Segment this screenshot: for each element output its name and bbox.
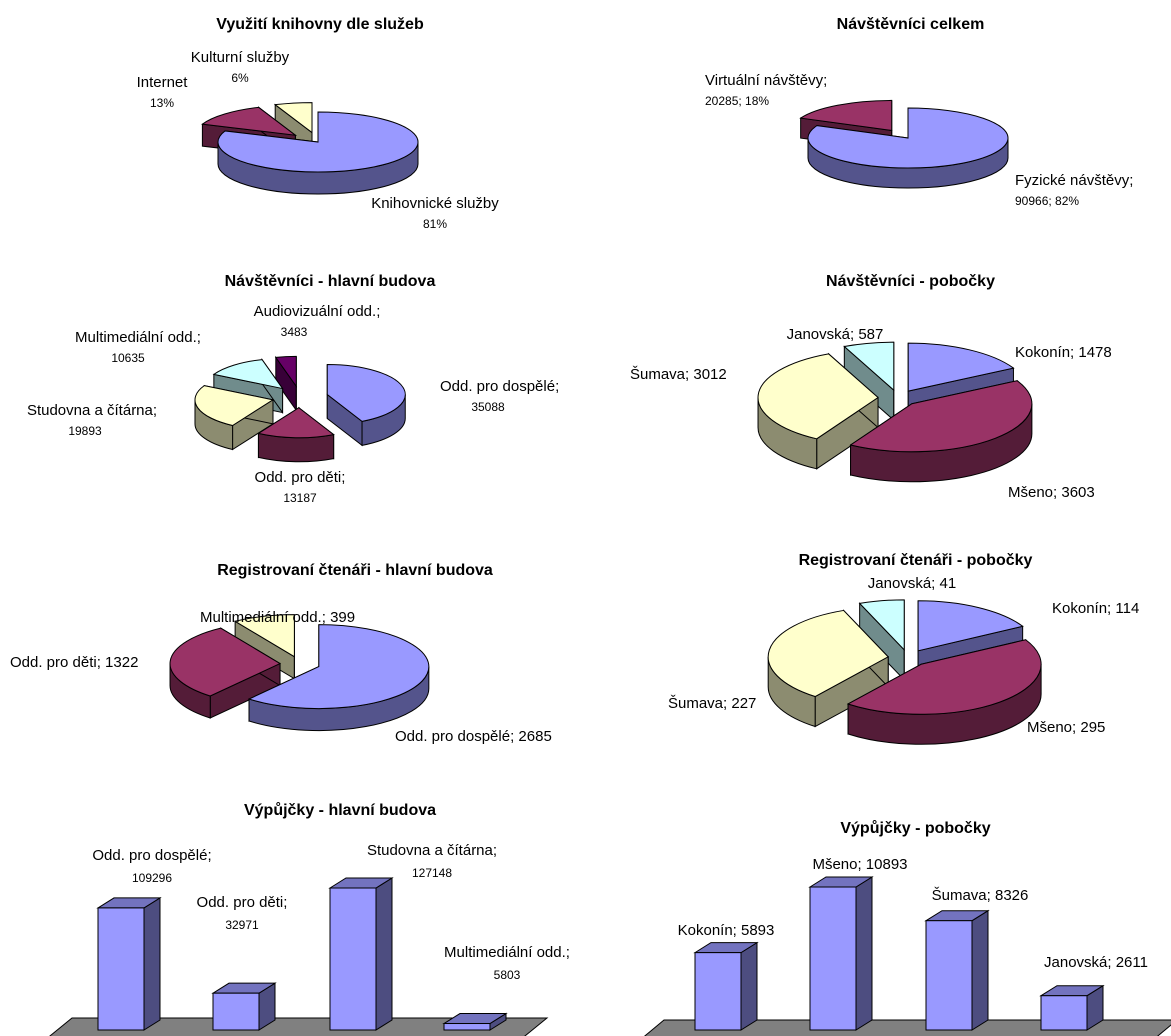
pie-chart-svg: Kokonín; 114 Mšeno; 295 Šumava; 227 Janovsk… (668, 575, 1139, 745)
chart-library-usage: Využití knihovny dle služeb Knihovnické … (60, 0, 580, 250)
bar-chart-svg: Kokonín; 5893 Mšeno; 10893 Šumava; 8326 Jan… (644, 856, 1171, 1036)
chart-title: Návštěvníci celkem (836, 16, 985, 33)
chart-title: Registrovaní čtenáři - hlavní budova (217, 562, 493, 579)
bar-value-label: 109296 (132, 871, 172, 885)
pie-slice (807, 107, 1009, 189)
slice-value-label: 3483 (281, 325, 308, 339)
slice-label: Kokonín; 1478 (1015, 344, 1112, 361)
slice-label: Mšeno; 3603 (1008, 484, 1095, 501)
slice-value-label: 13% (150, 96, 174, 110)
slice-name-label: Studovna a čítárna; (27, 402, 157, 419)
chart-title: Výpůjčky - hlavní budova (243, 802, 437, 819)
pie-slice (274, 355, 297, 412)
pie-slice (212, 358, 284, 415)
chart-readers-branches: Registrovaní čtenáři - pobočky Kokonín; … (630, 540, 1171, 770)
bar-name-label: Multimediální odd.; (444, 944, 570, 961)
chart-readers-main-building: Registrovaní čtenáři - hlavní budova Odd… (0, 540, 620, 770)
bar-name-label: Studovna a čítárna; (367, 842, 497, 859)
bar (1039, 984, 1105, 1031)
pie-slice (858, 599, 905, 682)
pie-slice (849, 380, 1033, 483)
slice-value-label: 6% (231, 71, 249, 85)
bar-value-label: 32971 (225, 918, 259, 932)
chart-visitors-total: Návštěvníci celkem Fyzické návštěvy; 9096… (650, 0, 1171, 250)
pie-slice (846, 639, 1042, 745)
slice-label: Šumava; 3012 (630, 366, 727, 383)
bar-label: Janovská; 2611 (1044, 954, 1148, 971)
pie-slice (757, 352, 879, 470)
bar-value-label: 5803 (494, 968, 521, 982)
pie-chart-svg: Odd. pro dospělé; 35088 Odd. pro děti; 1318… (27, 303, 559, 505)
slice-value-label: 81% (423, 217, 447, 231)
pie-chart-svg: Odd. pro dospělé; 2685 Odd. pro děti; 132… (10, 609, 552, 745)
pie-slice (767, 609, 890, 728)
pie-slice (247, 624, 430, 732)
slice-value-label: 10635 (111, 351, 145, 365)
chart-title: Využití knihovny dle služeb (216, 16, 424, 33)
bar (96, 897, 162, 1031)
slice-name-label: Audiovizuální odd.; (254, 303, 381, 320)
slice-value-label: 35088 (471, 400, 505, 414)
chart-title: Návštěvníci - hlavní budova (224, 273, 436, 290)
chart-floor (49, 1017, 549, 1036)
slice-name-label: Internet (137, 74, 189, 91)
pie-slice (217, 111, 419, 195)
slice-label: Kokonín; 114 (1052, 600, 1139, 617)
chart-floor (644, 1019, 1171, 1036)
chart-loans-branches: Výpůjčky - pobočky Kokonín; 5893 Mšeno; 1… (630, 790, 1171, 1036)
bar (693, 941, 759, 1031)
bar-label: Mšeno; 10893 (812, 856, 907, 873)
slice-value-label: 19893 (68, 424, 102, 438)
pie-chart-svg: Kokonín; 1478 Mšeno; 3603 Šumava; 3012 Jano… (630, 326, 1112, 501)
slice-value-label: 13187 (283, 491, 317, 505)
bar-name-label: Odd. pro děti; (197, 894, 288, 911)
chart-visitors-main-building: Návštěvníci - hlavní budova Odd. pro dos… (0, 260, 600, 520)
bar-label: Kokonín; 5893 (678, 922, 775, 939)
bar-label: Šumava; 8326 (932, 887, 1029, 904)
slice-name-label: Odd. pro dospělé; (440, 378, 559, 395)
slice-label: Janovská; 41 (868, 575, 956, 592)
chart-title: Návštěvníci - pobočky (826, 273, 995, 290)
slice-label: Multimediální odd.; 399 (200, 609, 355, 626)
slice-name-label: Odd. pro děti; (255, 469, 346, 486)
bar (328, 877, 394, 1031)
pie-slice (194, 385, 275, 451)
bar (924, 909, 990, 1031)
slice-label: Mšeno; 295 (1027, 719, 1105, 736)
slice-name-label: Fyzické návštěvy; (1015, 172, 1133, 189)
pie-chart-svg: Fyzické návštěvy; 90966; 82% Virtuální náv… (705, 72, 1133, 208)
chart-title: Registrovaní čtenáři - pobočky (798, 552, 1033, 569)
pie-slice (169, 627, 282, 719)
slice-label: Odd. pro děti; 1322 (10, 654, 138, 671)
chart-loans-main-building: Výpůjčky - hlavní budova Odd. pro dospěl… (0, 790, 620, 1036)
slice-label: Šumava; 227 (668, 695, 756, 712)
slice-value-label: 20285; 18% (705, 94, 769, 108)
slice-label: Odd. pro dospělé; 2685 (395, 728, 552, 745)
slice-name-label: Knihovnické služby (371, 195, 499, 212)
pie-slice (326, 364, 406, 447)
slice-name-label: Multimediální odd.; (75, 329, 201, 346)
bar-value-label: 127148 (412, 866, 452, 880)
pie-slice (843, 341, 895, 422)
chart-visitors-branches: Návštěvníci - pobočky Kokonín; 1478 Mšeno… (630, 260, 1171, 520)
slice-value-label: 90966; 82% (1015, 194, 1079, 208)
pie-slice (257, 406, 335, 463)
slice-name-label: Virtuální návštěvy; (705, 72, 827, 89)
slice-label: Janovská; 587 (787, 326, 884, 343)
bar-name-label: Odd. pro dospělé; (92, 847, 211, 864)
bar (442, 1012, 508, 1031)
pie-chart-svg: Knihovnické služby 81% Internet 13% Kulturní… (137, 49, 500, 231)
bar (211, 982, 277, 1031)
chart-title: Výpůjčky - pobočky (840, 820, 991, 837)
bar (808, 876, 874, 1031)
bar-chart-svg: Odd. pro dospělé; 109296 Odd. pro děti; 329… (49, 842, 570, 1036)
slice-name-label: Kulturní služby (191, 49, 290, 66)
